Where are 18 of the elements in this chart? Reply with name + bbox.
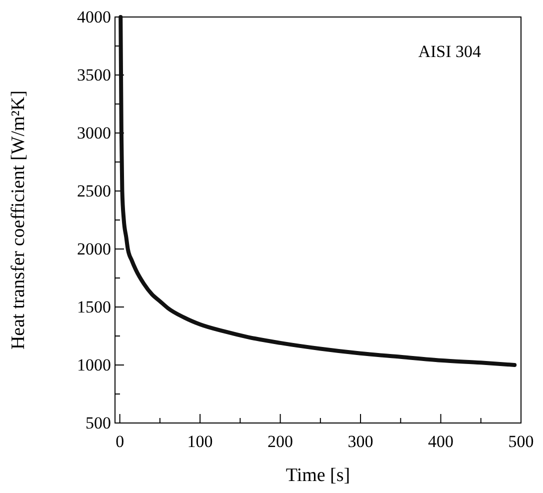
x-tick-label: 200: [268, 432, 294, 451]
y-tick-label: 1500: [77, 298, 111, 316]
y-tick-label: 2000: [77, 240, 111, 258]
annotation: AISI 304: [418, 42, 482, 61]
x-tick-label: 400: [428, 432, 454, 451]
y-tick-label: 500: [86, 414, 111, 432]
line-series: [118, 15, 517, 367]
y-tick-label: 3500: [77, 66, 111, 84]
y-tick-label: 4000: [77, 8, 111, 26]
y-tick-label: 2500: [77, 182, 111, 200]
y-axis-title: Heat transfer coefficient [W/m²K]: [8, 90, 29, 350]
y-tick-label: 1000: [77, 356, 111, 374]
x-tick-label: 100: [187, 432, 213, 451]
x-tick-label: 500: [508, 432, 534, 451]
x-tick-label: 300: [348, 432, 374, 451]
y-tick-label: 3000: [77, 124, 111, 142]
x-axis-title: Time [s]: [286, 465, 350, 486]
x-tick-label: 0: [116, 432, 124, 451]
